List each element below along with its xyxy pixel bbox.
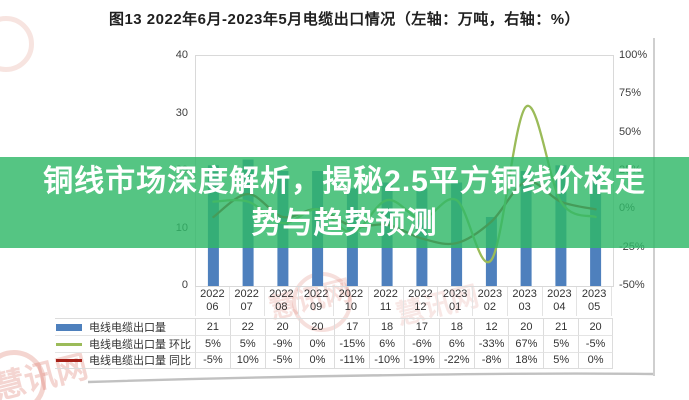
table-value-cell: 6%: [438, 335, 474, 352]
headline-line-1: 铜线市场深度解析，揭秘2.5平方铜线价格走: [43, 165, 646, 198]
table-value-cell: -9%: [264, 335, 300, 352]
x-axis-labels: 2022 06 2022 07 2022 08 2022 09 2022 10 2022 11 2022…: [195, 287, 614, 316]
table-value-cell: 6%: [369, 335, 404, 352]
x-axis-label: 2022 10: [334, 287, 369, 316]
image-bottom-shadow: [87, 372, 654, 384]
x-axis-label: 2022 06: [195, 287, 230, 316]
data-table: 电线电缆出口量 21 22 20 20 17 18 17 18 12 20 21 20 电线电缆出口量 环…: [55, 318, 613, 370]
table-value-cell: -19%: [403, 351, 439, 369]
left-axis-tick: 30: [175, 106, 188, 119]
sw-line-red-swatch-icon: [56, 358, 82, 362]
x-axis-label: 2022 12: [404, 287, 439, 316]
table-value-cell: 18: [369, 319, 404, 336]
table-value-cell: -5%: [195, 351, 230, 369]
table-value-cell: 0%: [578, 351, 613, 369]
x-axis-label: 2023 01: [438, 287, 473, 316]
right-axis-tick: 75%: [619, 87, 642, 100]
legend-cell: 电线电缆出口量 同比: [55, 351, 195, 368]
table-value-cell: 18%: [508, 351, 544, 369]
table-value-cell: 20: [299, 319, 334, 336]
table-value-cell: -5%: [264, 351, 300, 369]
table-value-cell: 18: [438, 319, 474, 336]
table-value-cell: 20: [264, 319, 300, 336]
export-volume-bar: [485, 217, 497, 286]
legend-label: 电线电缆出口量: [89, 322, 166, 335]
table-value-cell: -8%: [473, 351, 509, 369]
x-axis-label: 2022 08: [265, 287, 300, 316]
table-value-cell: 5%: [229, 335, 265, 352]
table-value-cell: -15%: [334, 335, 370, 352]
table-value-cell: 5%: [543, 335, 579, 352]
table-value-cell: 5%: [195, 335, 230, 352]
table-value-cell: -11%: [334, 351, 370, 369]
x-axis-label: 2022 07: [230, 287, 265, 316]
table-value-cell: -22%: [438, 351, 474, 369]
x-axis-label: 2023 04: [543, 287, 578, 316]
table-value-cell: -6%: [403, 335, 439, 352]
x-axis-label: 2022 11: [369, 287, 404, 316]
sw-bar-swatch-icon: [56, 323, 82, 331]
table-value-cell: 20: [578, 319, 613, 336]
table-value-cell: 67%: [508, 335, 544, 352]
table-value-cell: -10%: [369, 351, 404, 369]
headline-line-2: 势与趋势预测: [251, 207, 438, 240]
table-value-cell: 10%: [229, 351, 265, 369]
table-value-cell: 17: [334, 319, 369, 336]
right-axis-tick: 100%: [619, 49, 648, 61]
table-value-cell: 17: [403, 319, 439, 336]
table-value-cell: 21: [195, 319, 230, 336]
legend-label: 电线电缆出口量 同比: [89, 355, 192, 368]
table-value-cell: 20: [508, 319, 543, 336]
table-value-cell: 22: [229, 319, 265, 336]
table-value-cell: 12: [473, 319, 509, 336]
right-axis-tick: 50%: [619, 125, 642, 138]
legend-cell: 电线电缆出口量 环比: [55, 335, 195, 351]
table-value-cell: 0%: [299, 335, 335, 352]
headline-banner-overlay: 铜线市场深度解析，揭秘2.5平方铜线价格走 势与趋势预测: [0, 157, 689, 248]
table-value-cell: -5%: [578, 335, 613, 352]
chart-title: 图13 2022年6月-2023年5月电缆出口情况（左轴：万吨，右轴：%）: [108, 11, 581, 28]
left-axis-tick: 40: [175, 49, 188, 61]
right-axis-tick: -50%: [619, 279, 645, 291]
legend-label: 电线电缆出口量 环比: [89, 339, 192, 352]
table-value-cell: 5%: [543, 351, 579, 369]
table-value-cell: -33%: [473, 335, 509, 352]
x-axis-label: 2023 05: [577, 287, 612, 316]
table-value-cell: 0%: [299, 351, 335, 369]
sw-line-green-swatch-icon: [56, 342, 82, 346]
x-axis-label: 2023 03: [508, 287, 543, 316]
watermark-circle-bottom-left: [0, 350, 46, 400]
x-axis-label: 2023 02: [473, 287, 508, 316]
legend-cell: 电线电缆出口量: [55, 319, 195, 335]
left-axis-tick: 0: [181, 279, 188, 291]
table-value-cell: 21: [543, 319, 578, 336]
x-axis-label: 2022 09: [299, 287, 334, 316]
